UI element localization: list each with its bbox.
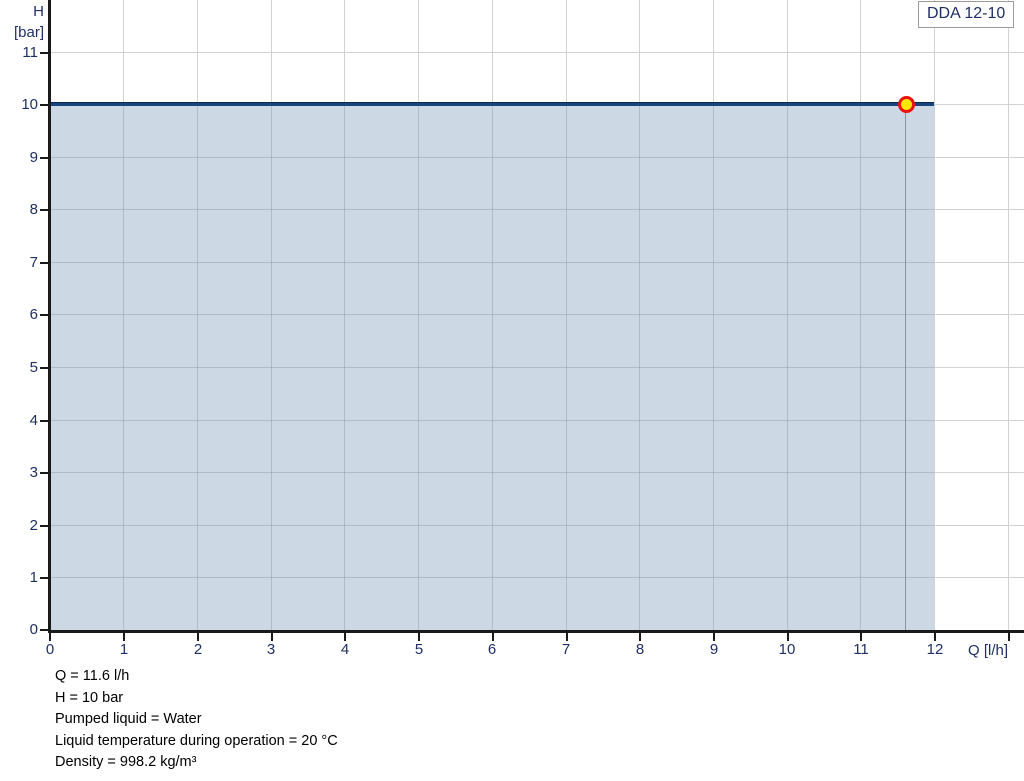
gridline-horizontal-over-fill — [50, 157, 934, 158]
qh-curve-dda-12-10 — [50, 102, 934, 106]
y-axis-tick — [40, 262, 51, 264]
y-axis-tick — [40, 420, 51, 422]
y-axis-title-unit: [bar] — [13, 24, 44, 41]
x-tick-label-3: 3 — [266, 641, 276, 658]
y-tick-label-10: 10 — [21, 96, 38, 113]
caption-line-temperature: Liquid temperature during operation = 20… — [55, 732, 338, 749]
gridline-horizontal-over-fill — [50, 262, 934, 263]
gridline-vertical-over-fill — [197, 104, 198, 630]
x-tick-label-0: 0 — [45, 641, 55, 658]
gridline-vertical-over-fill — [123, 104, 124, 630]
y-tick-label-8: 8 — [29, 201, 38, 218]
duty-point-guide-line — [905, 104, 906, 630]
x-tick-label-9: 9 — [709, 641, 719, 658]
gridline-vertical — [1008, 0, 1009, 630]
x-axis-tick — [418, 631, 420, 641]
gridline-vertical — [934, 0, 935, 630]
x-axis-tick — [197, 631, 199, 641]
duty-point-caption: Q = 11.6 l/h H = 10 bar Pumped liquid = … — [55, 666, 338, 774]
caption-line-density: Density = 998.2 kg/m³ — [55, 754, 197, 770]
x-axis-tick — [713, 631, 715, 641]
y-axis-tick — [40, 157, 51, 159]
gridline-horizontal-over-fill — [50, 577, 934, 578]
x-tick-label-11: 11 — [853, 641, 869, 658]
x-axis-tick — [639, 631, 641, 641]
x-axis-title: Q [l/h] — [968, 642, 1009, 659]
gridline-vertical-over-fill — [639, 104, 640, 630]
y-tick-label-2: 2 — [29, 517, 38, 534]
curve-fill-area — [50, 104, 934, 630]
y-axis-tick — [40, 104, 51, 106]
gridline-horizontal-over-fill — [50, 367, 934, 368]
gridline-horizontal — [50, 52, 1024, 53]
caption-line-liquid: Pumped liquid = Water — [55, 711, 202, 727]
gridline-vertical-over-fill — [271, 104, 272, 630]
y-tick-label-7: 7 — [29, 254, 38, 271]
y-axis-line — [48, 0, 51, 632]
x-axis-tick — [566, 631, 568, 641]
x-tick-label-8: 8 — [635, 641, 645, 658]
y-tick-label-9: 9 — [29, 149, 38, 166]
gridline-vertical-over-fill — [418, 104, 419, 630]
y-tick-label-11: 11 — [22, 44, 38, 61]
gridline-horizontal-over-fill — [50, 420, 934, 421]
gridline-horizontal-over-fill — [50, 525, 934, 526]
caption-line-head: H = 10 bar — [55, 689, 124, 706]
x-axis-tick — [1008, 631, 1010, 641]
x-tick-label-4: 4 — [340, 641, 350, 658]
gridline-horizontal-over-fill — [50, 314, 934, 315]
y-axis-tick — [40, 314, 51, 316]
y-axis-title-symbol: H — [33, 3, 44, 20]
caption-line-flow: Q = 11.6 l/h — [55, 668, 130, 684]
y-tick-label-3: 3 — [29, 464, 38, 481]
x-axis-line — [48, 630, 1024, 633]
x-tick-label-1: 1 — [119, 641, 129, 658]
x-axis-tick — [344, 631, 346, 641]
y-tick-label-4: 4 — [29, 412, 38, 429]
x-tick-label-10: 10 — [778, 641, 796, 658]
y-axis-tick — [40, 472, 51, 474]
x-tick-label-5: 5 — [414, 641, 424, 658]
gridline-vertical-over-fill — [566, 104, 567, 630]
x-tick-label-6: 6 — [487, 641, 497, 658]
y-axis-tick — [40, 52, 51, 54]
plot-area — [50, 0, 1024, 630]
x-axis-tick — [492, 631, 494, 641]
gridline-vertical-over-fill — [860, 104, 861, 630]
gridline-horizontal-over-fill — [50, 209, 934, 210]
y-axis-tick — [40, 525, 51, 527]
y-tick-label-1: 1 — [29, 569, 38, 586]
y-axis-tick — [40, 209, 51, 211]
x-axis-tick — [934, 631, 936, 641]
gridline-vertical-over-fill — [713, 104, 714, 630]
y-tick-label-0: 0 — [29, 621, 38, 638]
gridline-horizontal-over-fill — [50, 472, 934, 473]
y-axis-tick — [40, 629, 51, 631]
y-tick-label-5: 5 — [29, 359, 38, 376]
y-axis-tick — [40, 577, 51, 579]
x-axis-tick — [860, 631, 862, 641]
y-axis-tick — [40, 367, 51, 369]
x-tick-label-7: 7 — [561, 641, 571, 658]
gridline-vertical-over-fill — [344, 104, 345, 630]
x-axis-tick — [49, 631, 51, 641]
operating-point-marker[interactable] — [898, 96, 915, 113]
gridline-vertical-over-fill — [492, 104, 493, 630]
x-axis-tick — [271, 631, 273, 641]
legend-pump-model[interactable]: DDA 12-10 — [918, 1, 1015, 28]
x-tick-label-2: 2 — [193, 641, 203, 658]
x-axis-tick — [123, 631, 125, 641]
x-axis-tick — [787, 631, 789, 641]
y-tick-label-6: 6 — [29, 306, 38, 323]
x-tick-label-12: 12 — [926, 641, 944, 658]
gridline-vertical-over-fill — [787, 104, 788, 630]
